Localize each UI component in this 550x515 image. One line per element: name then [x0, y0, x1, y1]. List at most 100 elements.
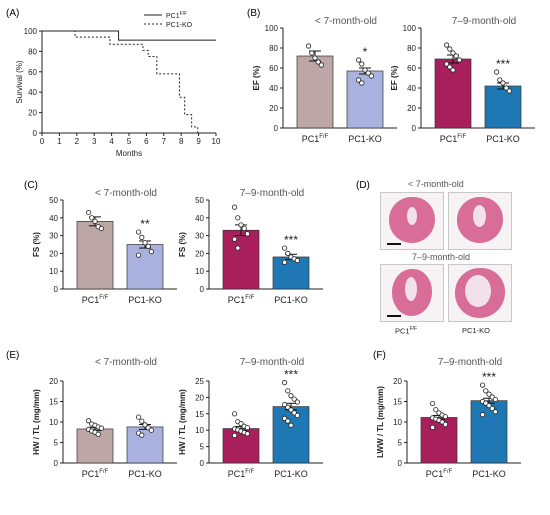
histology-col-pc1: PC1F/F [395, 326, 418, 336]
lww-old-y-tick-label: 0 [398, 459, 403, 468]
ef-young-category-label-2: PC1-KO [348, 134, 382, 144]
ef-old-bar-2 [484, 85, 522, 129]
hw-young-category-label-2: PC1-KO [128, 469, 162, 479]
fs-old-bar-2 [272, 256, 310, 290]
fs-old-y-tick-label: 40 [195, 214, 204, 223]
hw-young-y-axis-label: HW / TL (mg/mm) [32, 389, 41, 455]
ef-young-bar-1 [296, 55, 334, 129]
survival-x-tick-label: 6 [144, 137, 149, 146]
fs-young-data-point [92, 218, 98, 224]
panel-label-e: (E) [6, 350, 19, 361]
hw-old-y-tick-label: 20 [195, 393, 204, 402]
survival-x-tick-label: 4 [109, 137, 114, 146]
ef-old-y-tick-label: 40 [407, 84, 416, 93]
hw-old-y-tick-label: 10 [195, 426, 204, 435]
panel-label-c: (C) [24, 180, 38, 191]
lww-old-title: 7–9-month-old [438, 357, 502, 368]
hw-old-title: 7–9-month-old [240, 357, 304, 368]
lww-old-significance-2: *** [482, 370, 496, 384]
hw-young-data-point [98, 425, 105, 431]
survival-y-tick-label: 60 [28, 68, 37, 77]
ef-young-data-point [309, 50, 315, 56]
hw-old-y-tick-label: 15 [195, 410, 204, 419]
fs-young-y-tick-label: 20 [49, 249, 58, 258]
fs-old-y-axis-label: FS (%) [178, 232, 187, 257]
panel-label-f: (F) [373, 350, 386, 361]
fs-old-data-point [238, 222, 244, 228]
lww-old-bar-2 [470, 400, 508, 464]
hw-young-bar-2 [126, 426, 164, 464]
lww-old-y-tick-label: 10 [393, 418, 402, 427]
ef-young-data-point [312, 55, 318, 61]
hw-young-data-point [148, 427, 154, 433]
ef-old-data-point [443, 61, 450, 67]
fs-young-data-point [139, 234, 145, 240]
hw-young-title: < 7-month-old [95, 357, 157, 368]
fs-old-data-point [235, 245, 241, 251]
ef-young-title: < 7-month-old [315, 16, 377, 27]
hw-old-data-point [285, 418, 291, 424]
hw-young-data-point [139, 418, 145, 424]
hw-young-data-point [95, 431, 101, 437]
survival-x-tick-label: 7 [162, 137, 167, 146]
ef-young-data-point [362, 67, 368, 73]
legend-label-pc1: PC1F/F [166, 11, 187, 20]
hw-old-y-tick-label: 0 [200, 459, 205, 468]
fs-young-y-tick-label: 50 [49, 196, 58, 205]
survival-x-tick-label: 1 [57, 137, 62, 146]
lww-old-data-point [492, 396, 498, 403]
hw-old-data-point [294, 399, 300, 405]
panel-label-d: (D) [356, 180, 370, 191]
lww-old-data-point [442, 414, 448, 420]
fs-young-y-axis-label: FS (%) [32, 232, 41, 257]
ef-old-y-tick-label: 80 [407, 44, 416, 53]
hw-young-data-point [136, 414, 142, 420]
ef-old-category-label-2: PC1-KO [486, 134, 520, 144]
legend-label-pc1ko: PC1-KO [166, 22, 193, 29]
ef-young-category-label-1: PC1F/F [302, 134, 329, 144]
fs-young-data-point [86, 209, 92, 216]
ef-old-data-point [450, 67, 456, 73]
hw-old-data-point [232, 432, 238, 439]
fs-old-data-point [232, 204, 238, 210]
ef-young-data-point [355, 77, 362, 83]
hw-young-y-tick-label: 10 [49, 418, 58, 427]
fs-old-y-tick-label: 10 [195, 267, 204, 276]
fs-old-data-point [241, 225, 247, 232]
hw-old-data-point [285, 388, 291, 394]
lww-old-data-point [429, 424, 436, 430]
fs-young-data-point [148, 249, 154, 255]
fs-old-data-point [232, 236, 238, 242]
lww-old-data-point [489, 405, 495, 412]
ef-old-y-tick-label: 60 [407, 64, 416, 73]
ef-old-data-point [506, 88, 512, 94]
fs-old-data-point [285, 250, 291, 256]
histology-title-old: 7–9-month-old [412, 252, 471, 262]
fs-old-title: 7–9-month-old [240, 188, 304, 199]
ef-young-data-point [359, 61, 365, 67]
survival-y-tick-label: 80 [28, 47, 37, 56]
ef-old-title: 7–9-month-old [452, 16, 516, 27]
ef-old-data-point [447, 46, 453, 52]
fs-young-data-point [89, 215, 95, 221]
survival-x-axis-label: Months [116, 149, 142, 158]
hw-old-data-point [291, 396, 297, 402]
fs-young-y-tick-label: 10 [49, 267, 58, 276]
histology-image-old-ko [448, 264, 512, 322]
survival-x-tick-label: 0 [40, 137, 45, 146]
fs-old-data-point [244, 231, 250, 237]
lww-old-bar-1 [420, 417, 458, 464]
lww-old-data-point [433, 407, 439, 413]
hw-young-data-point [86, 418, 92, 424]
hw-young-category-label-1: PC1F/F [82, 469, 109, 479]
ef-old-data-point [493, 69, 500, 75]
ef-old-data-point [456, 57, 462, 63]
ef-old-data-point [443, 42, 450, 48]
ef-old-y-tick-label: 0 [412, 124, 417, 133]
survival-x-tick-label: 8 [179, 137, 184, 146]
fs-old-category-label-1: PC1F/F [228, 295, 255, 305]
survival-y-tick-label: 100 [24, 27, 38, 36]
lww-old-data-point [486, 402, 492, 409]
lww-old-data-point [483, 388, 489, 394]
